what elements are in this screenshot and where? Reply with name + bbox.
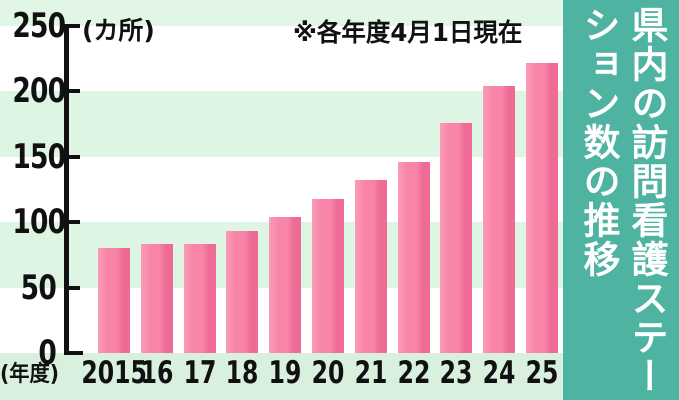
y-axis-tick-label: 200	[12, 71, 66, 112]
title-panel: 県内の訪問看護ステー ション数の推移	[563, 0, 679, 400]
y-axis	[64, 24, 69, 355]
x-axis-tick-label: 24	[482, 355, 516, 391]
bar-18	[226, 231, 259, 353]
y-axis-tick	[69, 89, 80, 94]
y-axis-tick	[69, 154, 80, 159]
bar-21	[354, 180, 387, 353]
chart-title-line-2: ション数の推移	[577, 6, 620, 279]
y-axis-tick-label: 150	[12, 136, 66, 177]
bar-20	[312, 198, 344, 353]
x-axis-tick-label: 22	[397, 355, 430, 391]
x-axis-tick-label: 21	[354, 355, 388, 391]
x-axis-tick-label: 16	[140, 355, 174, 391]
note-as-of-date: ※各年度4月1日現在	[293, 18, 523, 47]
y-axis-tick-label: 50	[20, 267, 57, 308]
x-axis-tick-label: 2015	[81, 355, 147, 391]
bar-19	[269, 216, 302, 353]
y-axis-tick	[69, 351, 83, 355]
y-axis-tick	[69, 24, 80, 28]
bar-2015	[98, 248, 130, 353]
x-axis-unit-label: (年度)	[0, 362, 59, 387]
y-axis-tick	[69, 285, 80, 290]
x-axis-tick-label: 25	[525, 355, 559, 391]
y-axis-tick-label: 0	[38, 333, 56, 373]
bar-22	[397, 162, 430, 353]
bar-16	[140, 244, 173, 353]
bar-17	[183, 244, 216, 353]
x-axis-tick-label: 19	[268, 355, 302, 391]
bar-24	[483, 86, 516, 353]
chart-title-line-1: 県内の訪問看護ステー	[625, 6, 668, 396]
bar-23	[440, 122, 473, 353]
x-axis-tick-label: 20	[311, 355, 345, 391]
y-axis-tick-label: 250	[12, 6, 66, 46]
x-axis-tick-label: 23	[439, 355, 473, 391]
x-axis-tick-label: 17	[183, 355, 216, 391]
y-axis-unit-label: (カ所)	[82, 16, 155, 45]
bar-25	[526, 62, 558, 353]
x-axis-tick-label: 18	[225, 355, 259, 391]
y-axis-tick	[69, 220, 80, 225]
y-axis-tick-label: 100	[12, 202, 66, 243]
